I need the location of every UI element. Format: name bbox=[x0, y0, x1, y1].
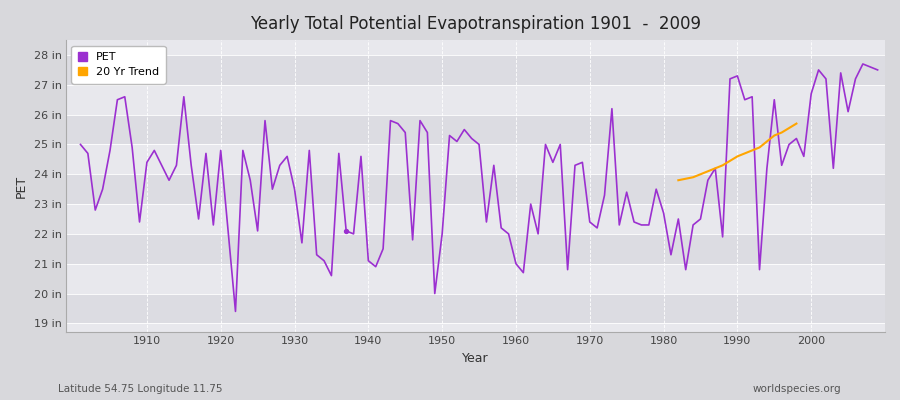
20 Yr Trend bbox=[710, 166, 721, 171]
20 Yr Trend bbox=[769, 133, 779, 138]
20 Yr Trend bbox=[688, 175, 698, 180]
20 Yr Trend bbox=[703, 169, 714, 174]
Text: worldspecies.org: worldspecies.org bbox=[753, 384, 842, 394]
PET bbox=[348, 232, 359, 236]
Bar bbox=[66, 144, 885, 174]
PET bbox=[607, 106, 617, 111]
PET bbox=[858, 62, 868, 66]
20 Yr Trend bbox=[761, 139, 772, 144]
Legend: PET, 20 Yr Trend: PET, 20 Yr Trend bbox=[71, 46, 166, 84]
20 Yr Trend bbox=[777, 130, 788, 135]
20 Yr Trend bbox=[673, 178, 684, 183]
Title: Yearly Total Potential Evapotranspiration 1901  -  2009: Yearly Total Potential Evapotranspiratio… bbox=[250, 15, 701, 33]
Bar bbox=[66, 264, 885, 294]
Bar bbox=[66, 85, 885, 115]
Bar bbox=[66, 115, 885, 144]
Bar bbox=[66, 204, 885, 234]
Bar bbox=[66, 234, 885, 264]
Bar bbox=[66, 294, 885, 323]
Text: Latitude 54.75 Longitude 11.75: Latitude 54.75 Longitude 11.75 bbox=[58, 384, 223, 394]
Line: 20 Yr Trend: 20 Yr Trend bbox=[679, 124, 796, 180]
20 Yr Trend bbox=[717, 163, 728, 168]
PET bbox=[518, 270, 528, 275]
PET bbox=[872, 68, 883, 72]
PET bbox=[304, 148, 315, 153]
20 Yr Trend bbox=[695, 172, 706, 177]
PET bbox=[230, 309, 241, 314]
PET bbox=[75, 142, 86, 147]
X-axis label: Year: Year bbox=[462, 352, 489, 365]
Line: PET: PET bbox=[80, 64, 878, 312]
20 Yr Trend bbox=[680, 176, 691, 181]
Y-axis label: PET: PET bbox=[15, 175, 28, 198]
20 Yr Trend bbox=[740, 151, 751, 156]
20 Yr Trend bbox=[724, 158, 735, 163]
PET bbox=[510, 261, 521, 266]
20 Yr Trend bbox=[784, 126, 795, 130]
20 Yr Trend bbox=[732, 154, 742, 159]
Bar bbox=[66, 174, 885, 204]
Point bbox=[339, 228, 354, 234]
20 Yr Trend bbox=[791, 121, 802, 126]
Bar bbox=[66, 55, 885, 85]
PET bbox=[134, 220, 145, 224]
20 Yr Trend bbox=[754, 145, 765, 150]
20 Yr Trend bbox=[747, 148, 758, 153]
